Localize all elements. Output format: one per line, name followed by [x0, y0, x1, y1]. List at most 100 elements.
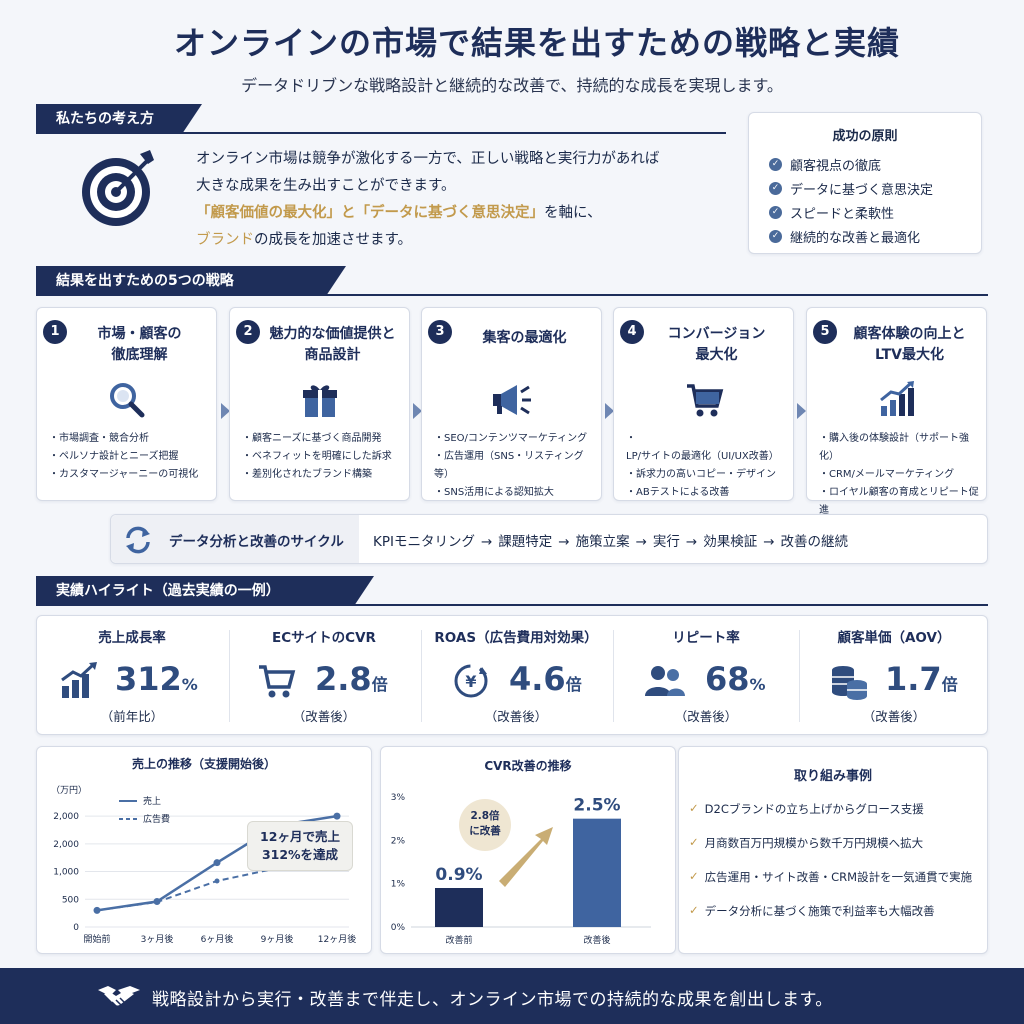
- kpi-title: ROAS（広告費用対効果）: [434, 630, 598, 646]
- arrow-right-icon: →: [480, 534, 493, 550]
- case-item: ✓ 月商数百万円規模から数千万円規模へ拡大: [689, 835, 923, 851]
- magnifier-icon: [37, 380, 216, 420]
- section-divider: [36, 604, 988, 606]
- section-divider: [36, 132, 726, 134]
- improvement-arrow-icon: [499, 827, 553, 887]
- list-item: ベネフィットを明確にした訴求: [242, 448, 403, 466]
- data-point: [154, 899, 160, 905]
- philosophy-line: 「顧客価値の最大化」と「データに基づく意思決定」を軸に、: [196, 200, 736, 227]
- strategy-bullets: SEO/コンテンツマーケティング 広告運用（SNS・リスティング等） SNS活用…: [434, 430, 595, 502]
- x-tick-label: 改善後: [583, 934, 610, 946]
- kpi-title: 顧客単価（AOV）: [837, 630, 951, 646]
- kpi-repeat-rate: リピート率 68% （改善後）: [613, 616, 799, 736]
- check-icon: ✓: [689, 835, 699, 849]
- philosophy-line: 大きな成果を生み出すことができます。: [196, 178, 456, 194]
- section-tab-strategies: 結果を出すための5つの戦略: [36, 266, 346, 296]
- case-item: ✓ 広告運用・サイト改善・CRM設計を一気通貫で実施: [689, 869, 972, 885]
- gift-icon: [230, 380, 409, 420]
- principle-label: 顧客視点の徹底: [790, 159, 882, 174]
- arrow-right-icon: →: [763, 534, 775, 550]
- principle-item: ✓ スピードと柔軟性: [769, 203, 894, 222]
- strategy-number: 4: [620, 320, 644, 344]
- y-tick-label: 2,000: [53, 812, 79, 822]
- list-item: CRM/メールマーケティング: [819, 466, 980, 484]
- cycle-step: 効果検証: [703, 534, 758, 550]
- y-tick-label: 2%: [391, 836, 406, 846]
- x-tick-label: 開始前: [83, 933, 110, 945]
- kpi-divider: [229, 630, 230, 722]
- page-title: オンラインの市場で結果を出すための戦略と実績: [173, 24, 900, 62]
- y-tick-label: 500: [62, 895, 79, 905]
- philosophy-text-rest: を軸に、: [544, 205, 602, 221]
- principle-item: ✓ 顧客視点の徹底: [769, 155, 881, 174]
- cycle-step: 改善の継続: [780, 534, 849, 550]
- check-icon: ✓: [689, 869, 699, 883]
- data-point: [213, 859, 221, 867]
- strategy-number: 1: [43, 320, 67, 344]
- arrow-right-icon: [605, 403, 614, 419]
- cases-card: 取り組み事例 ✓ D2Cブランドの立ち上げからグロース支援 ✓ 月商数百万円規模から…: [678, 746, 988, 954]
- data-point: [214, 878, 220, 884]
- principle-label: 継続的な改善と最適化: [790, 231, 921, 246]
- strategy-title: 集客の最適化: [482, 330, 567, 346]
- philosophy-line: オンライン市場は競争が激化する一方で、正しい戦略と実行力があれば: [196, 151, 660, 167]
- kpi-aov: 顧客単価（AOV） 1.7倍 （改善後）: [799, 616, 989, 736]
- kpi-divider: [613, 630, 614, 722]
- principle-label: スピードと柔軟性: [790, 207, 895, 222]
- x-tick-label: 6ヶ月後: [201, 933, 234, 945]
- kpi-unit: 倍: [565, 675, 582, 694]
- data-label: 2.5%: [573, 796, 620, 816]
- y-tick-label: 0%: [391, 923, 406, 933]
- case-label: D2Cブランドの立ち上げからグロース支援: [704, 802, 924, 816]
- strategy-bullets: 購入後の体験設計（サポート強化） CRM/メールマーケティング ロイヤル顧客の育…: [819, 430, 980, 520]
- y-tick-label: 1,000: [53, 868, 79, 878]
- list-item: 訴求力の高いコピー・デザイン: [626, 466, 787, 484]
- philosophy-text: オンライン市場は競争が激化する一方で、正しい戦略と実行力があれば 大きな成果を生…: [196, 146, 736, 254]
- kpi-card: 売上成長率 312% （前年比） ECサイトのCVR 2.8倍 （改善後） RO…: [36, 615, 988, 735]
- target-icon: [82, 150, 154, 226]
- page-subtitle: データドリブンな戦略設計と継続的な改善で、持続的な成長を実現します。: [241, 76, 783, 95]
- x-tick-label: 9ヶ月後: [261, 933, 294, 945]
- arrow-right-icon: [797, 403, 806, 419]
- kpi-divider: [421, 630, 422, 722]
- coins-icon: [832, 666, 867, 700]
- cycle-step: 施策立案: [575, 534, 630, 550]
- bar-after: [573, 818, 621, 927]
- chart-callout: 12ヶ月で売上 312%を達成: [247, 821, 353, 871]
- improvement-cycle-bar: データ分析と改善のサイクル KPIモニタリング → 課題特定 → 施策立案 → 実行 → 効果検…: [110, 514, 988, 564]
- kpi-number: 68: [705, 660, 750, 698]
- check-icon: ✓: [689, 801, 699, 815]
- footer-text: 戦略設計から実行・改善まで伴走し、オンライン市場での持続的な成果を創出します。: [152, 990, 833, 1010]
- legend-label: 売上: [143, 795, 161, 807]
- list-item: カスタマージャーニーの可視化: [49, 466, 210, 484]
- cases-title: 取り組み事例: [793, 769, 872, 784]
- list-item: 広告運用（SNS・リスティング等）: [434, 448, 595, 484]
- philosophy-line: ブランドの成長を加速させます。: [196, 227, 736, 254]
- kpi-sales-growth: 売上成長率 312% （前年比）: [37, 616, 227, 736]
- cvr-bar-chart: 0% 1% 2% 3% 0.9% 改善前 2.5% 改善後: [391, 793, 651, 946]
- list-item: SEO/コンテンツマーケティング: [434, 430, 595, 448]
- section-tab-results: 実績ハイライト（過去実績の一例）: [36, 576, 374, 606]
- y-tick-label: 3%: [391, 793, 406, 803]
- principle-item: ✓ 継続的な改善と最適化: [769, 227, 920, 246]
- y-tick-label: 0: [73, 923, 79, 933]
- strategy-bullets: 顧客ニーズに基づく商品開発 ベネフィットを明確にした訴求 差別化されたブランド構…: [242, 430, 403, 484]
- case-item: ✓ データ分析に基づく施策で利益率も大幅改善: [689, 903, 935, 919]
- x-tick-label: 12ヶ月後: [318, 933, 356, 945]
- data-label: 0.9%: [435, 865, 482, 885]
- strategy-card-3: 3 集客の最適化 SEO/コンテンツマーケティング 広告運用（SNS・リスティン…: [421, 307, 602, 501]
- list-item: 顧客ニーズに基づく商品開発: [242, 430, 403, 448]
- principle-item: ✓ データに基づく意思決定: [769, 179, 933, 198]
- kpi-number: 312: [115, 660, 182, 698]
- cycle-label: データ分析と改善のサイクル: [169, 534, 344, 550]
- footer-banner: 戦略設計から実行・改善まで伴走し、オンライン市場での持続的な成果を創出します。: [0, 968, 1024, 1024]
- x-tick-label: 3ヶ月後: [141, 933, 174, 945]
- kpi-note: （改善後）: [484, 709, 548, 724]
- check-icon: ✓: [769, 206, 782, 219]
- kpi-number: 4.6: [509, 660, 566, 698]
- strategy-title: 顧客体験の向上と LTV最大化: [853, 326, 966, 363]
- y-axis-label: （万円）: [51, 785, 87, 796]
- cart-icon: [259, 665, 296, 698]
- kpi-value: 1.7倍: [885, 660, 958, 698]
- check-icon: ✓: [769, 182, 782, 195]
